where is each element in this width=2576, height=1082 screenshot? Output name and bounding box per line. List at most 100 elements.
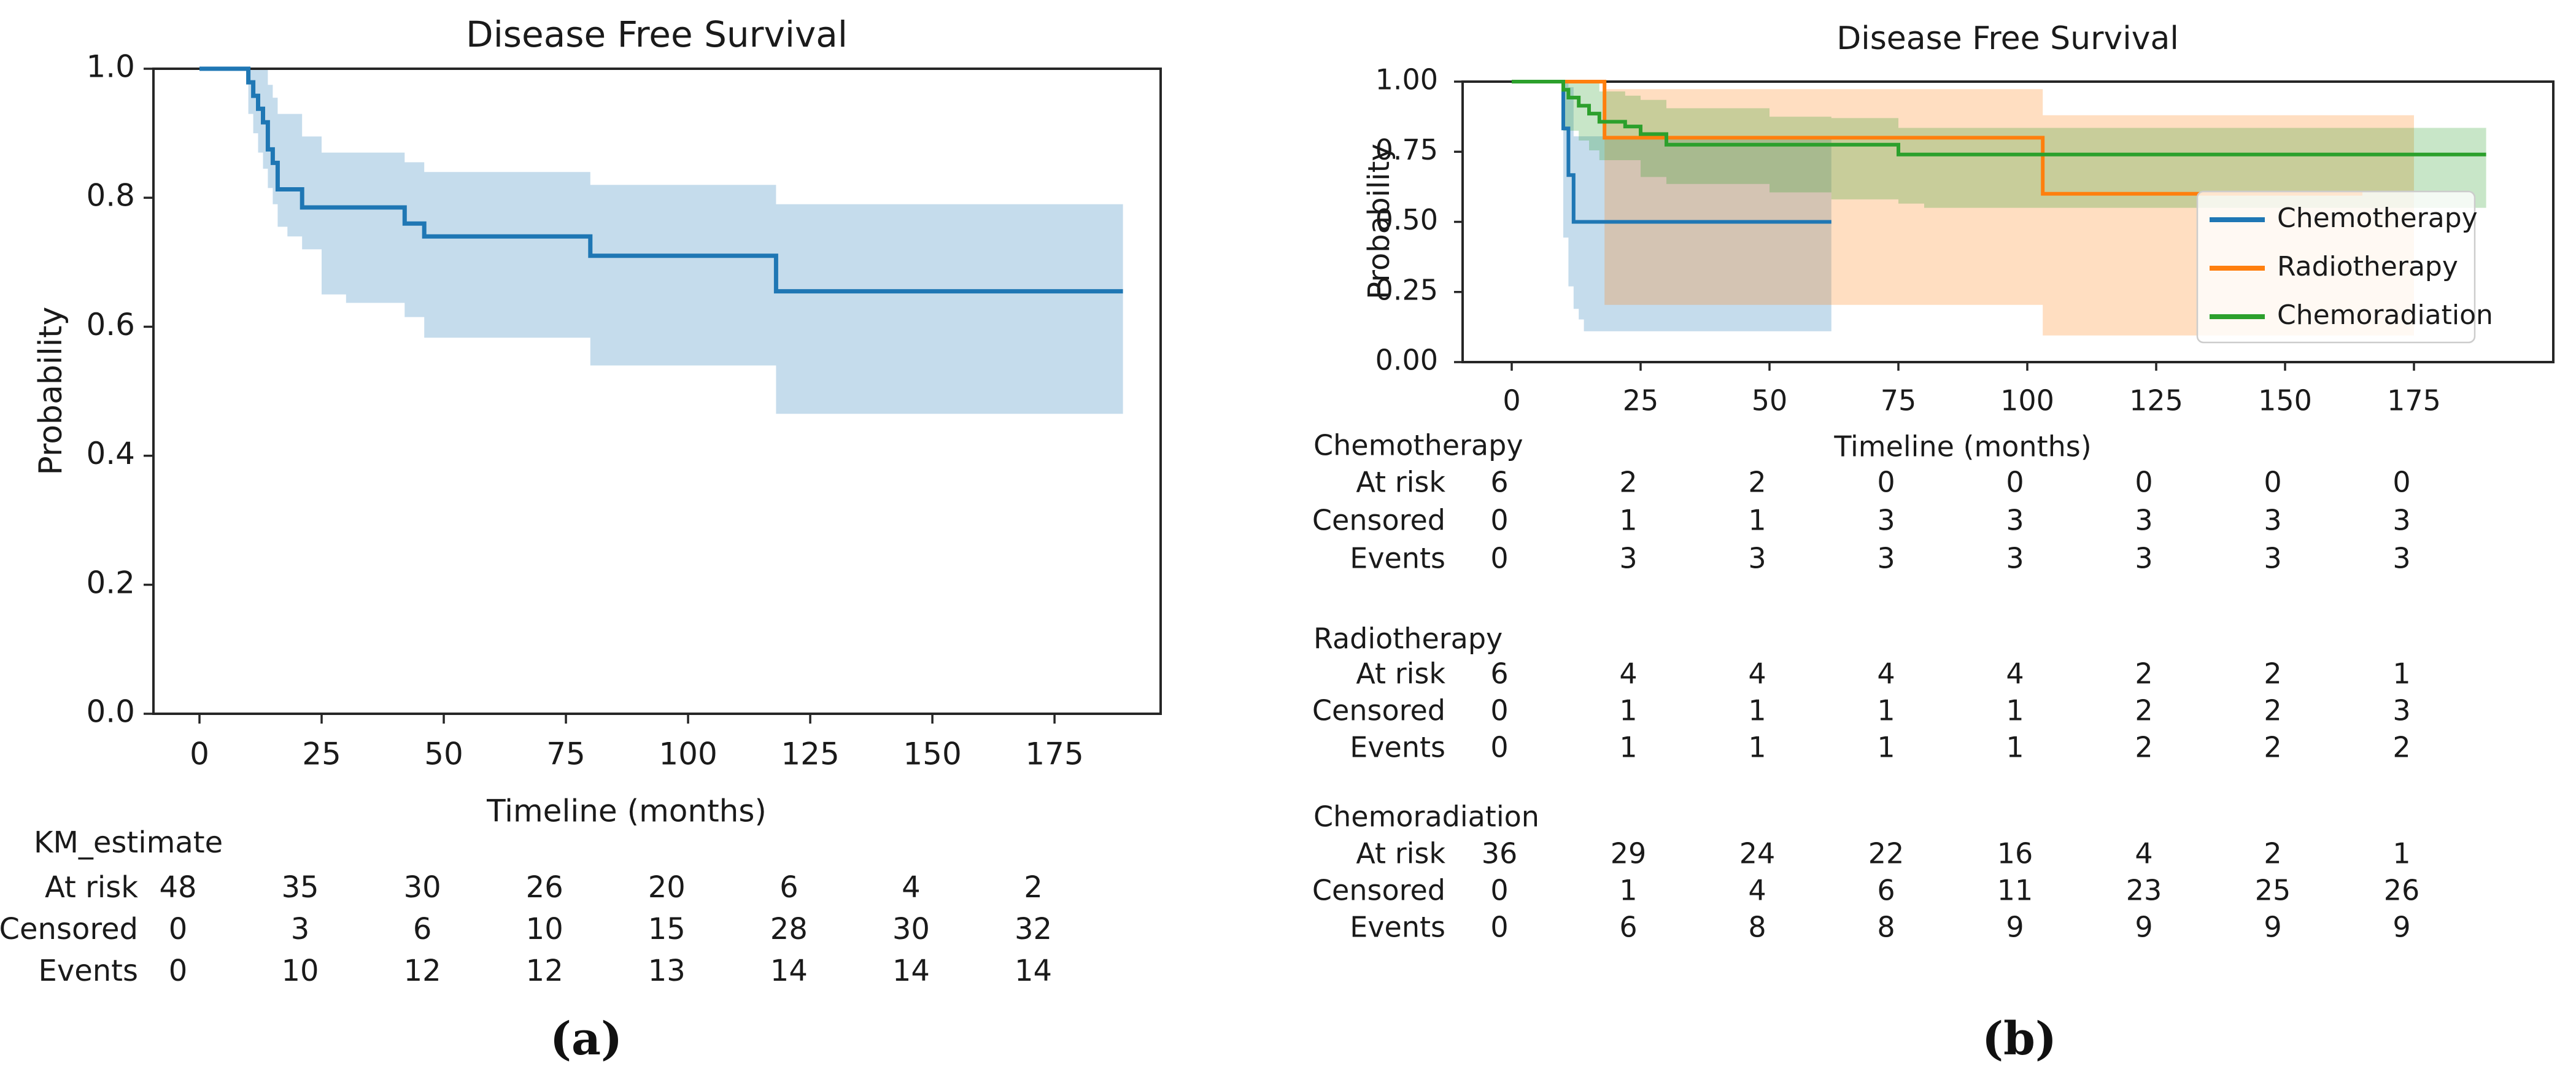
risk-value-chemotherapy-events-4: 3 (2006, 542, 2024, 575)
km-curve-chemoradiation (1512, 80, 2486, 157)
y-axis-label: Probability (33, 307, 69, 476)
risk-value-chemoradiation-events-1: 6 (1619, 911, 1637, 944)
caption-b: (b) (1982, 1013, 2057, 1065)
risk-value-chemotherapy-at-risk-6: 0 (2264, 466, 2281, 499)
risk-row-label-censored: Censored (1312, 694, 1445, 727)
risk-value-km-estimate-events-1: 10 (282, 954, 319, 988)
risk-value-chemoradiation-at-risk-2: 24 (1739, 837, 1776, 870)
y-tick-label: 0.8 (86, 178, 135, 214)
y-tick-label: 0.0 (86, 694, 135, 730)
risk-value-chemoradiation-censored-0: 0 (1490, 874, 1508, 907)
risk-value-km-estimate-at-risk-1: 35 (282, 870, 319, 905)
x-tick-label: 25 (1623, 384, 1659, 417)
risk-value-radiotherapy-censored-3: 1 (1877, 694, 1895, 727)
risk-value-radiotherapy-at-risk-0: 6 (1490, 657, 1508, 690)
risk-row-label-at-risk: At risk (1356, 466, 1445, 499)
ci-band-km-estimate (248, 69, 1123, 414)
risk-value-chemotherapy-events-3: 3 (1877, 542, 1895, 575)
risk-value-radiotherapy-censored-2: 1 (1748, 694, 1766, 727)
risk-value-chemoradiation-events-5: 9 (2135, 911, 2152, 944)
risk-value-chemotherapy-censored-7: 3 (2392, 504, 2410, 537)
caption-a: (a) (550, 1013, 622, 1065)
risk-value-km-estimate-at-risk-0: 48 (159, 870, 196, 905)
risk-value-chemoradiation-censored-6: 25 (2255, 874, 2291, 907)
legend-label-chemoradiation: Chemoradiation (2277, 299, 2493, 331)
km-curve-radiotherapy (1512, 80, 2362, 196)
risk-value-km-estimate-events-2: 12 (404, 954, 441, 988)
risk-value-chemotherapy-events-2: 3 (1748, 542, 1766, 575)
risk-value-chemoradiation-events-3: 8 (1877, 911, 1895, 944)
risk-value-km-estimate-censored-6: 30 (892, 912, 930, 946)
risk-row-label-events: Events (1350, 731, 1445, 764)
risk-value-chemoradiation-censored-3: 6 (1877, 874, 1895, 907)
risk-value-radiotherapy-at-risk-5: 2 (2135, 657, 2152, 690)
risk-value-km-estimate-censored-1: 3 (291, 912, 310, 946)
risk-row-label-censored: Censored (0, 912, 138, 946)
y-tick-label: 1.0 (86, 49, 135, 85)
legend-box (2196, 190, 2476, 344)
risk-value-km-estimate-censored-0: 0 (169, 912, 188, 946)
risk-value-radiotherapy-at-risk-7: 1 (2392, 657, 2410, 690)
risk-value-km-estimate-censored-7: 32 (1015, 912, 1052, 946)
risk-value-chemotherapy-events-1: 3 (1619, 542, 1637, 575)
x-tick-label: 100 (659, 736, 717, 772)
risk-value-chemotherapy-censored-0: 0 (1490, 504, 1508, 537)
risk-value-km-estimate-events-4: 13 (648, 954, 686, 988)
risk-value-chemotherapy-at-risk-1: 2 (1619, 466, 1637, 499)
plot-title: Disease Free Survival (466, 14, 848, 55)
risk-value-chemoradiation-censored-2: 4 (1748, 874, 1766, 907)
risk-value-chemoradiation-censored-7: 26 (2384, 874, 2420, 907)
axes-box (152, 68, 1162, 715)
risk-value-radiotherapy-censored-0: 0 (1490, 694, 1508, 727)
risk-value-chemotherapy-at-risk-4: 0 (2006, 466, 2024, 499)
risk-value-radiotherapy-events-2: 1 (1748, 731, 1766, 764)
km-curve-km-estimate (199, 66, 1123, 294)
risk-value-radiotherapy-events-6: 2 (2264, 731, 2281, 764)
legend-label-radiotherapy: Radiotherapy (2277, 251, 2458, 282)
risk-value-km-estimate-at-risk-4: 20 (648, 870, 686, 905)
risk-value-radiotherapy-events-4: 1 (2006, 731, 2024, 764)
risk-value-radiotherapy-censored-1: 1 (1619, 694, 1637, 727)
risk-value-chemoradiation-at-risk-3: 22 (1868, 837, 1905, 870)
panel-a-plot: 0 25 50 75 100 125 150 1750.00.20.40.60.81.0Dis… (0, 14, 1162, 988)
risk-value-chemotherapy-censored-6: 3 (2264, 504, 2281, 537)
risk-row-label-events: Events (1350, 911, 1445, 944)
risk-value-chemoradiation-at-risk-7: 1 (2392, 837, 2410, 870)
risk-value-km-estimate-at-risk-6: 4 (902, 870, 921, 905)
risk-row-label-at-risk: At risk (45, 870, 138, 905)
y-tick-label: 1.00 (1375, 63, 1438, 96)
x-tick-label: 0 (1503, 384, 1520, 417)
risk-value-chemoradiation-events-4: 9 (2006, 911, 2024, 944)
risk-value-radiotherapy-at-risk-3: 4 (1877, 657, 1895, 690)
legend-label-chemotherapy: Chemotherapy (2277, 203, 2478, 234)
risk-value-chemotherapy-events-5: 3 (2135, 542, 2152, 575)
risk-value-chemoradiation-events-2: 8 (1748, 911, 1766, 944)
y-axis-label: Probability (1362, 144, 1396, 299)
risk-value-chemotherapy-at-risk-0: 6 (1490, 466, 1508, 499)
risk-value-radiotherapy-censored-5: 2 (2135, 694, 2152, 727)
risk-value-chemotherapy-censored-4: 3 (2006, 504, 2024, 537)
x-tick-label: 75 (1881, 384, 1917, 417)
risk-value-chemoradiation-at-risk-0: 36 (1482, 837, 1518, 870)
risk-value-chemotherapy-at-risk-2: 2 (1748, 466, 1766, 499)
risk-value-chemotherapy-events-6: 3 (2264, 542, 2281, 575)
risk-value-chemoradiation-censored-1: 1 (1619, 874, 1637, 907)
risk-value-chemoradiation-events-0: 0 (1490, 911, 1508, 944)
risk-row-label-at-risk: At risk (1356, 657, 1445, 690)
y-tick-label: 0.6 (86, 307, 135, 342)
risk-value-chemoradiation-censored-4: 11 (1997, 874, 2033, 907)
risk-value-km-estimate-at-risk-7: 2 (1024, 870, 1043, 905)
x-tick-label: 50 (1752, 384, 1788, 417)
x-tick-label: 175 (1025, 736, 1083, 772)
risk-value-radiotherapy-events-5: 2 (2135, 731, 2152, 764)
risk-value-km-estimate-at-risk-5: 6 (779, 870, 799, 905)
risk-value-km-estimate-censored-3: 10 (526, 912, 563, 946)
risk-value-chemotherapy-events-0: 0 (1490, 542, 1508, 575)
risk-value-chemoradiation-at-risk-5: 4 (2135, 837, 2152, 870)
risk-value-chemoradiation-at-risk-4: 16 (1997, 837, 2033, 870)
risk-value-chemotherapy-censored-5: 3 (2135, 504, 2152, 537)
risk-value-radiotherapy-events-3: 1 (1877, 731, 1895, 764)
risk-value-chemoradiation-at-risk-1: 29 (1611, 837, 1647, 870)
risk-table-header-chemotherapy: Chemotherapy (1313, 429, 1523, 462)
